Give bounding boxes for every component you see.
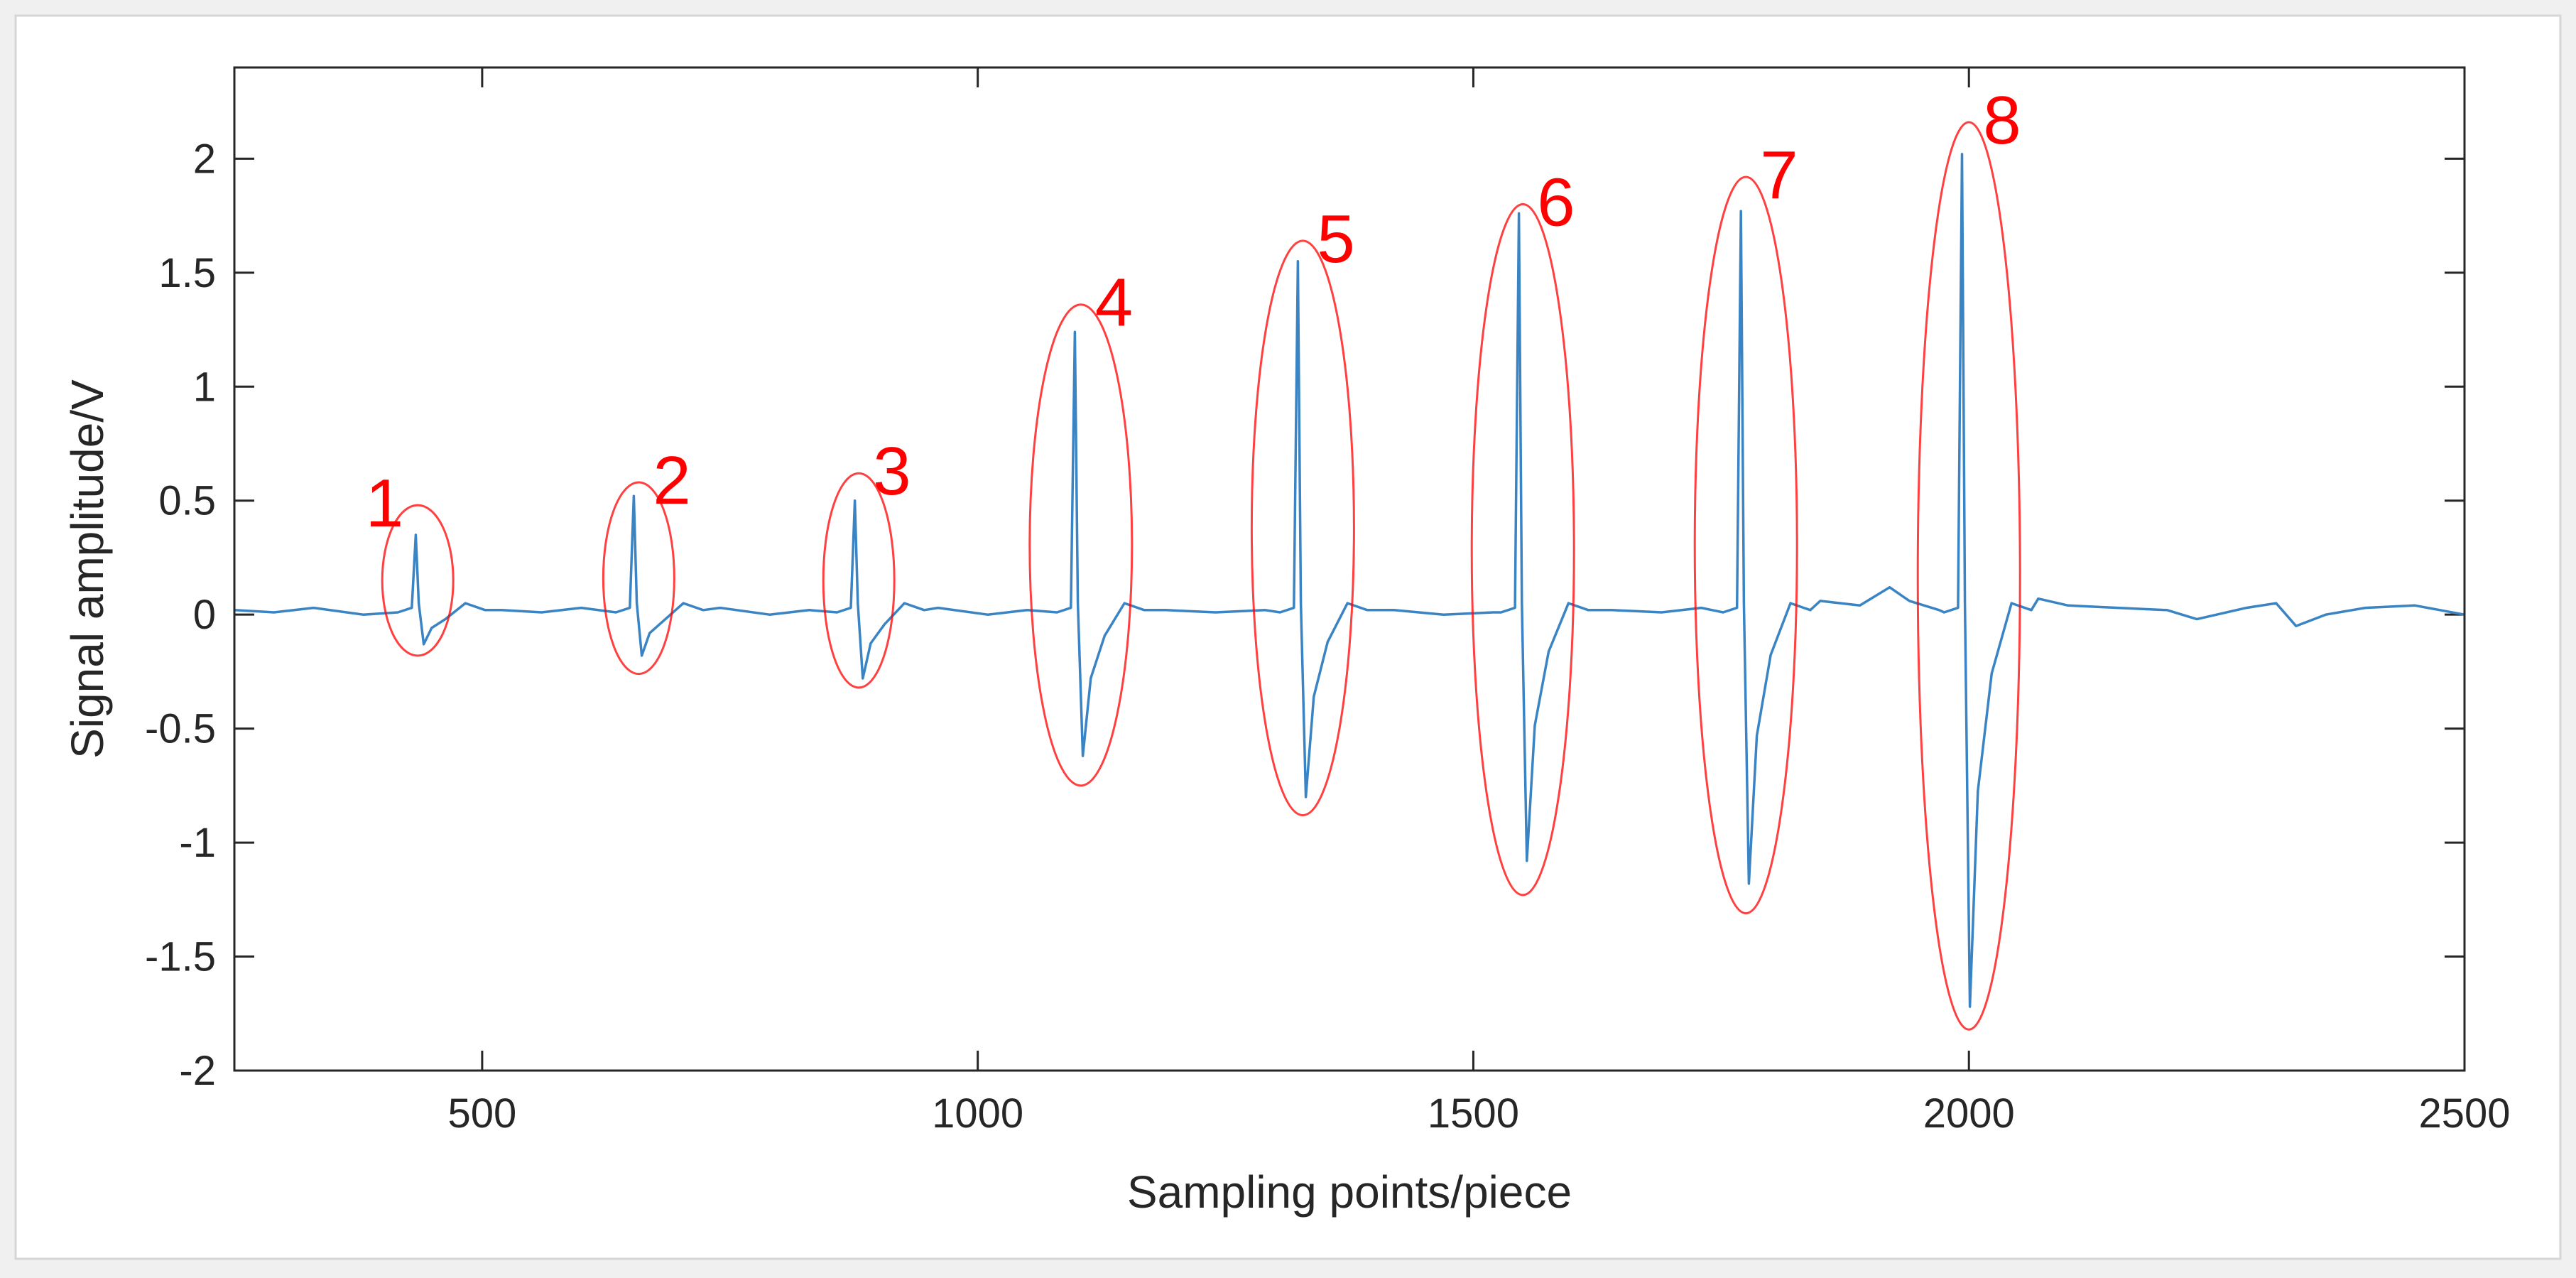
- y-tick-label: -1: [179, 820, 216, 866]
- y-tick-label: 1.5: [158, 250, 216, 296]
- pulse-label-7: 7: [1760, 137, 1798, 213]
- x-tick-label: 2500: [2418, 1090, 2510, 1137]
- x-tick-label: 2000: [1923, 1090, 2015, 1137]
- pulse-label-2: 2: [653, 443, 690, 519]
- y-tick-label: 1: [193, 364, 216, 410]
- x-tick-label: 500: [447, 1090, 516, 1137]
- y-tick-label: 0.5: [158, 478, 216, 524]
- pulse-ellipse-2: [602, 481, 675, 676]
- pulse-ellipse-6: [1470, 203, 1575, 897]
- plot-frame: [233, 66, 2466, 1072]
- pulse-label-3: 3: [873, 433, 911, 509]
- y-tick-label: -1.5: [145, 934, 216, 980]
- pulse-label-6: 6: [1537, 165, 1575, 241]
- pulse-label-8: 8: [1983, 82, 2021, 158]
- x-tick-label: 1000: [932, 1090, 1023, 1137]
- pulse-label-5: 5: [1317, 201, 1354, 277]
- pulse-ellipse-3: [822, 472, 896, 689]
- y-tick-label: 2: [193, 136, 216, 182]
- pulse-label-4: 4: [1095, 265, 1133, 341]
- y-tick-label: -0.5: [145, 706, 216, 752]
- pulse-label-1: 1: [366, 465, 403, 541]
- pulse-ellipse-4: [1028, 303, 1134, 787]
- y-tick-label: -2: [179, 1048, 216, 1094]
- x-axis-label: Sampling points/piece: [1127, 1166, 1572, 1218]
- x-tick-label: 1500: [1428, 1090, 1519, 1137]
- plot-area: [234, 67, 2464, 1071]
- y-axis-label: Signal amplitude/V: [62, 379, 113, 759]
- pulse-ellipse-5: [1250, 239, 1355, 817]
- pulse-ellipse-1: [381, 504, 455, 657]
- signal-series-line: [234, 153, 2465, 1008]
- pulse-ellipse-8: [1916, 121, 2021, 1031]
- pulse-ellipse-7: [1693, 175, 1798, 915]
- y-tick-label: 0: [193, 592, 216, 638]
